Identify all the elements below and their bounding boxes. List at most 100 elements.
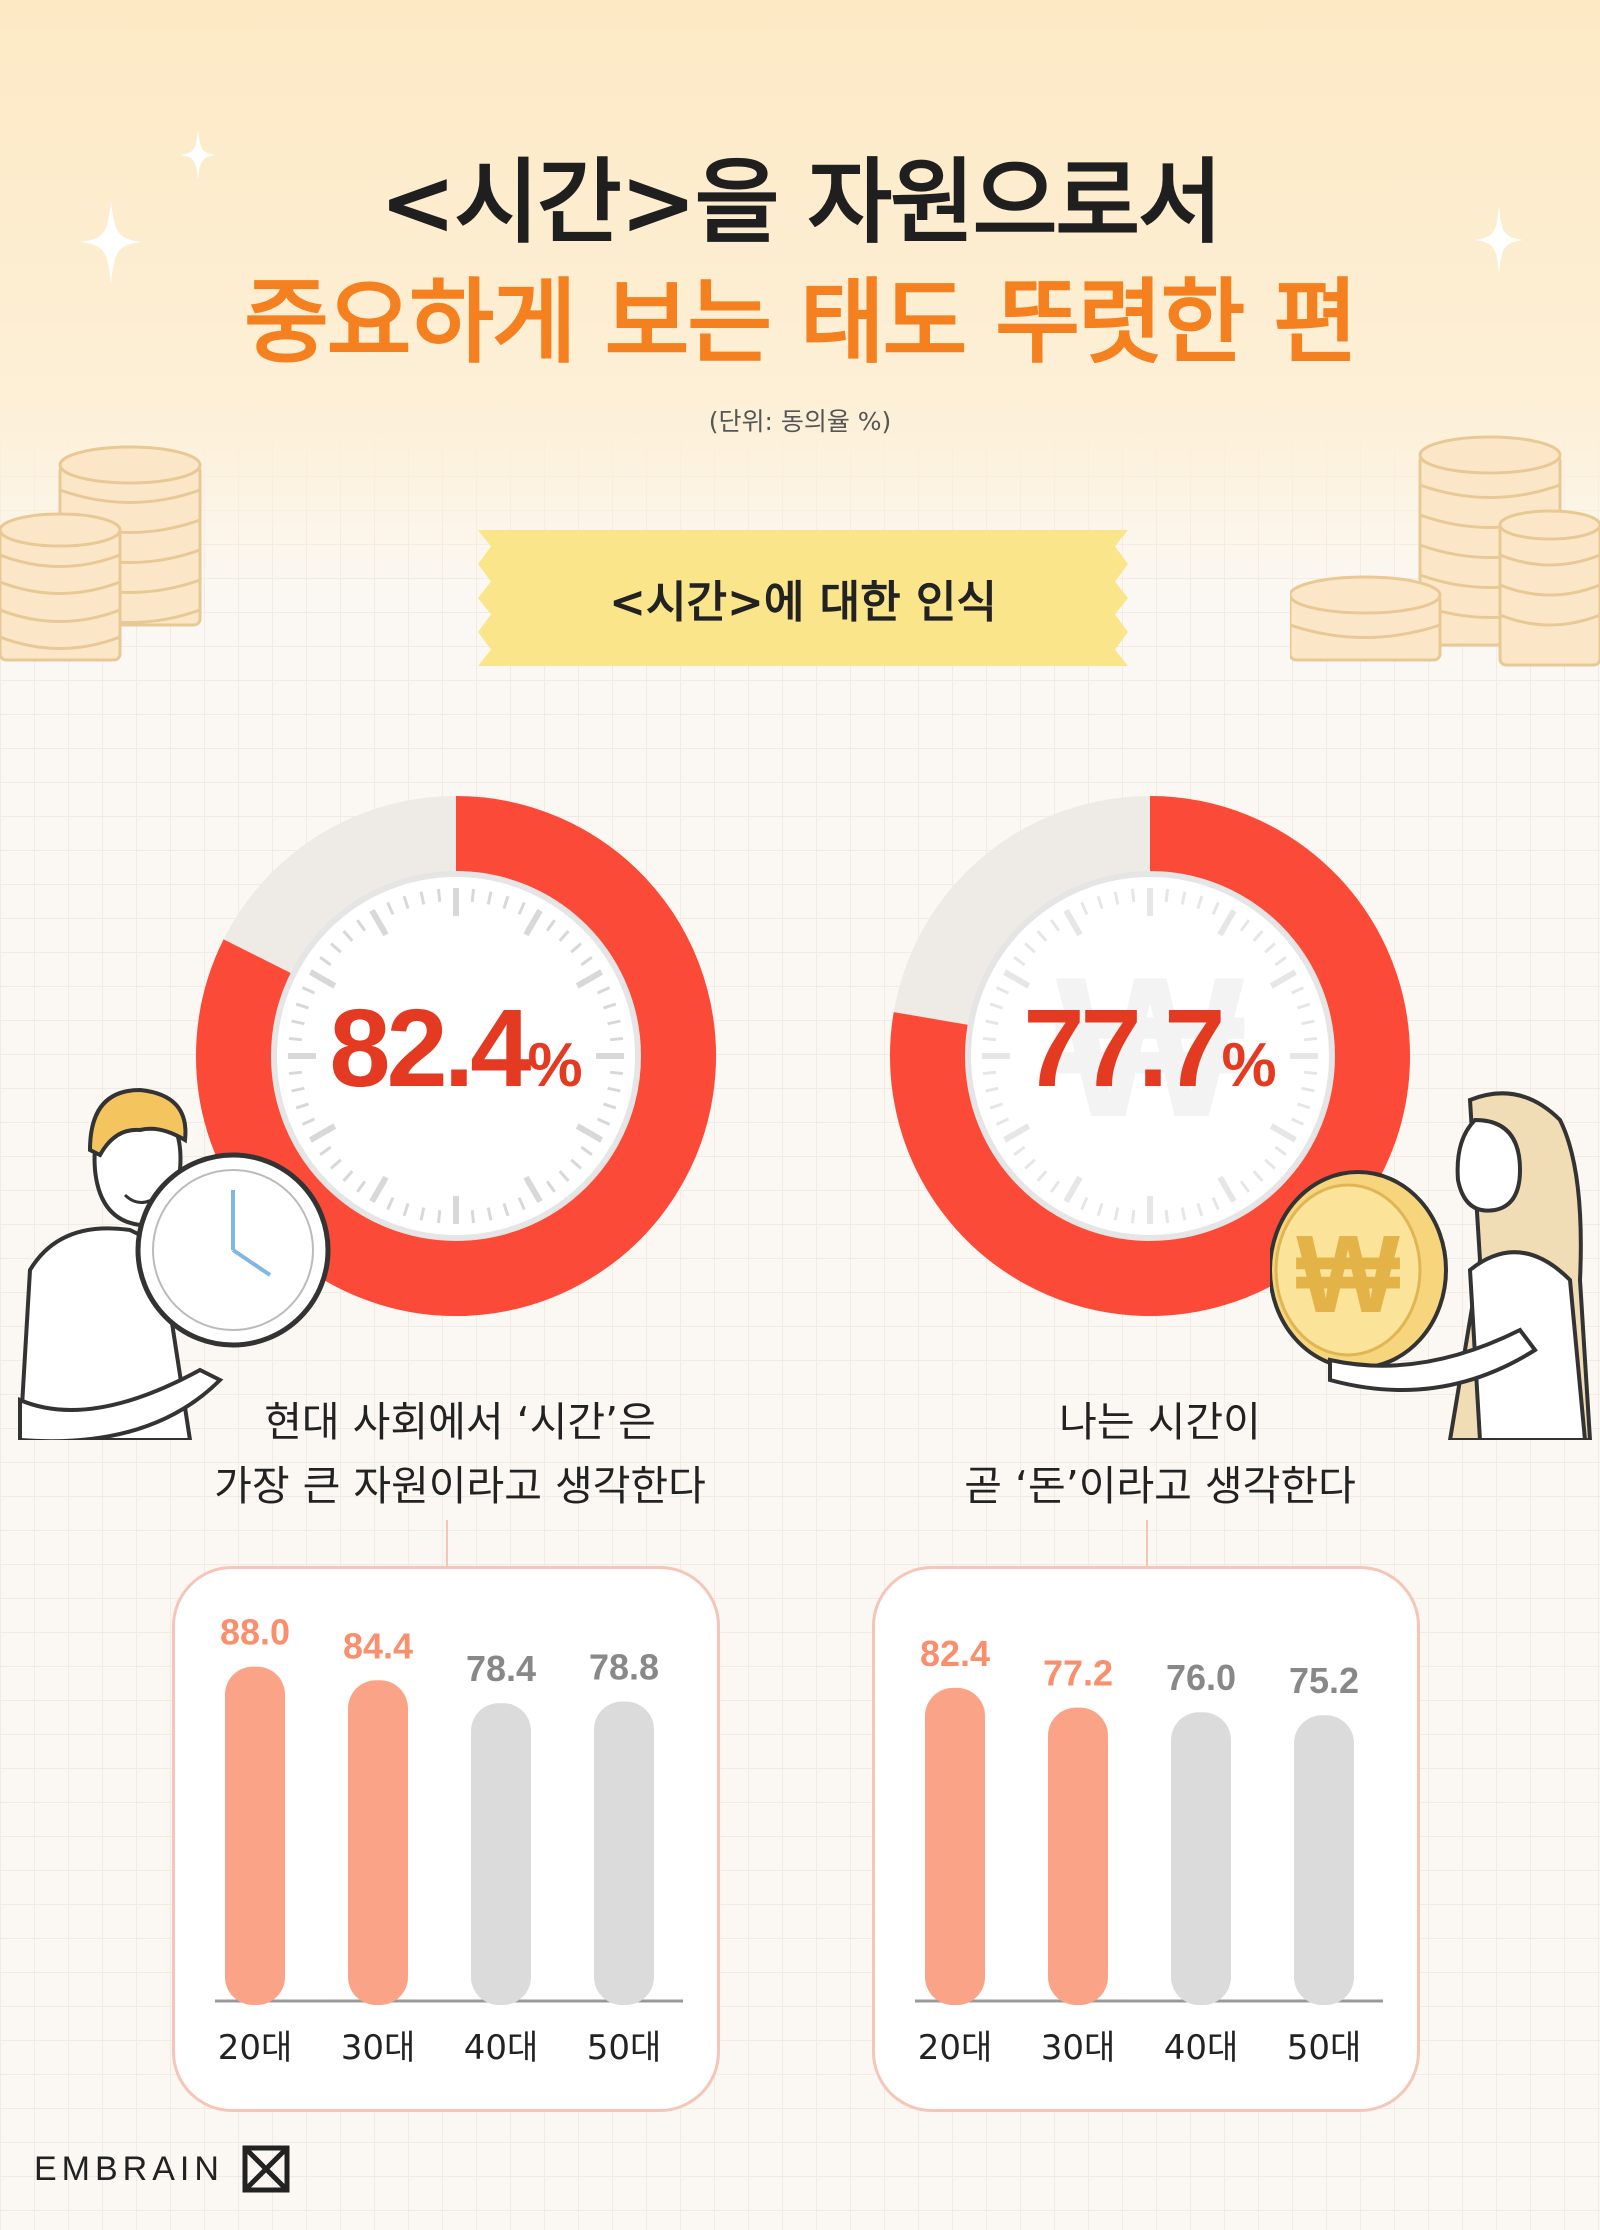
tick-mark (386, 901, 395, 916)
tick-mark (356, 919, 367, 932)
tick-mark (602, 1002, 617, 1010)
tick-mark (1252, 930, 1264, 942)
tick-mark (356, 1180, 367, 1193)
tick-mark (402, 1202, 410, 1217)
tick-mark (545, 1180, 556, 1193)
tick-mark (985, 1019, 999, 1026)
category-label: 40대 (464, 2028, 539, 2068)
donut-right-value: 77.7% (930, 985, 1370, 1112)
bar (594, 1701, 654, 2005)
person-woman-icon: ₩ (1270, 1091, 1593, 1440)
bar-value-label: 76.0 (1166, 1657, 1236, 1698)
tick-mark (523, 909, 543, 937)
tick-mark (1211, 1196, 1220, 1211)
tick-mark (309, 1123, 337, 1143)
tick-mark (1274, 956, 1287, 967)
tick-mark (386, 1196, 395, 1211)
tick-mark (1164, 1209, 1170, 1224)
tick-mark (602, 1102, 617, 1110)
tick-mark (1013, 956, 1026, 967)
tick-mark (1196, 1202, 1204, 1217)
tick-mark (1274, 1145, 1287, 1156)
age-bar-card-left: 88.0 20대 84.4 30대 78.4 40대 78.8 50대 (172, 1566, 720, 2112)
tick-mark (330, 1158, 342, 1170)
category-label: 40대 (1164, 2028, 1239, 2068)
tick-mark (1264, 1158, 1276, 1170)
tick-mark (575, 1123, 603, 1143)
tick-mark (596, 986, 611, 995)
unit-note: (단위: 동의율 %) (708, 407, 892, 436)
tick-mark (1113, 891, 1120, 905)
tick-mark (580, 1145, 593, 1156)
tick-mark (486, 1207, 493, 1221)
age-bar-card-right: 82.4 20대 77.2 30대 76.0 40대 75.2 50대 (872, 1566, 1420, 2112)
tick-mark (995, 1117, 1010, 1126)
tick-mark (1063, 909, 1083, 937)
tick-mark (295, 1002, 310, 1010)
tick-mark (570, 1158, 582, 1170)
donut-chart-time-resource (196, 796, 716, 1316)
tick-mark (1096, 895, 1104, 910)
tick-mark (369, 909, 389, 937)
tick-mark (1164, 888, 1170, 903)
won-coin-icon: ₩ (1296, 1213, 1400, 1336)
tick-mark (470, 888, 476, 903)
caption-left-line2: 가장 큰 자원이라고 생각한다 (214, 1462, 706, 1510)
bar (925, 1687, 985, 2005)
sparkle-icon (180, 130, 216, 180)
tick-mark (1036, 930, 1048, 942)
bar (1294, 1715, 1354, 2005)
age-bar-chart-left: 88.0 20대 84.4 30대 78.4 40대 78.8 50대 (215, 1612, 683, 2068)
tick-mark (301, 1117, 316, 1126)
tick-mark (1269, 1123, 1297, 1143)
clock-ticks (288, 888, 624, 1224)
tick-mark (291, 1019, 305, 1026)
donut-left-value: 82.4% (236, 985, 676, 1112)
tick-mark (517, 1196, 526, 1211)
caption-right-line1: 나는 시간이 (1059, 1398, 1261, 1446)
tick-mark (982, 1070, 997, 1076)
tick-mark (1303, 1070, 1318, 1076)
tick-mark (1252, 1170, 1264, 1182)
bar-value-label: 78.4 (466, 1648, 536, 1689)
donut-arc (196, 796, 716, 1316)
tick-mark (1113, 1207, 1120, 1221)
tick-mark (607, 1086, 621, 1093)
tick-mark (1296, 1102, 1311, 1110)
tick-mark (319, 1145, 332, 1156)
tick-mark (1264, 942, 1276, 954)
category-label: 30대 (341, 2028, 416, 2068)
caption-left-line1: 현대 사회에서 ‘시간’은 (264, 1398, 656, 1446)
connector-line (1146, 1520, 1148, 1566)
bar-value-label: 77.2 (1043, 1653, 1113, 1694)
won-watermark-icon: ₩ (1056, 936, 1245, 1159)
age-bar-chart-right: 82.4 20대 77.2 30대 76.0 40대 75.2 50대 (915, 1633, 1383, 2068)
tick-mark (1290, 986, 1305, 995)
tick-mark (369, 1175, 389, 1203)
tick-mark (330, 942, 342, 954)
tick-mark (1180, 1207, 1187, 1221)
sparkle-icon (1475, 206, 1523, 274)
bar-value-label: 75.2 (1289, 1660, 1359, 1701)
tick-mark (1196, 895, 1204, 910)
title-line-1: <시간>을 자원으로서 (379, 149, 1222, 256)
tick-mark (995, 986, 1010, 995)
coin-face-icon (965, 871, 1335, 1241)
connector-line (446, 1520, 448, 1566)
tick-mark (470, 1209, 476, 1224)
tick-mark (1239, 1180, 1250, 1193)
category-label: 20대 (918, 2028, 993, 2068)
bar (471, 1703, 531, 2005)
tick-mark (1080, 1196, 1089, 1211)
tick-mark (1024, 942, 1036, 954)
tick-mark (1301, 1086, 1315, 1093)
clock-face-icon (271, 871, 641, 1241)
caption-left: 현대 사회에서 ‘시간’은 가장 큰 자원이라고 생각한다 (100, 1390, 820, 1518)
bar-value-label: 84.4 (343, 1625, 413, 1666)
tick-mark (1063, 1175, 1083, 1203)
bar (1171, 1712, 1231, 2005)
donut-chart-time-money: ₩ (890, 796, 1410, 1316)
category-label: 50대 (587, 2028, 662, 2068)
header-background (0, 0, 1600, 600)
percent-number: 77.7 (1023, 987, 1225, 1110)
